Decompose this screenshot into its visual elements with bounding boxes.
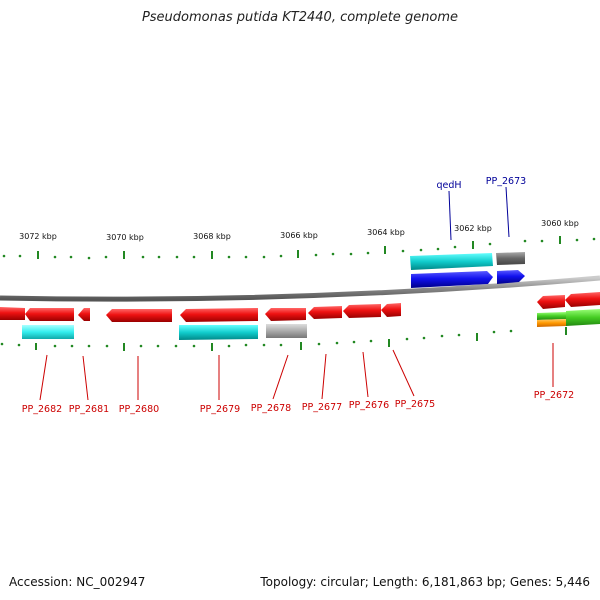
green-feature [566, 309, 600, 326]
green-feature [537, 312, 566, 320]
orange-feature [537, 319, 566, 327]
leader-line-PP_2675 [392, 349, 415, 397]
gray-feature [496, 252, 525, 265]
leader-line-PP_2678 [272, 354, 289, 400]
gene-label: PP_2672 [534, 390, 574, 401]
gene-label: PP_2682 [22, 404, 62, 415]
cyan-feature [22, 325, 74, 339]
gene-qedH [411, 271, 493, 288]
genome-summary-text: Topology: circular; Length: 6,181,863 bp… [260, 575, 590, 589]
lower-scale-dots [0, 329, 513, 348]
gene-PP_2678 [265, 308, 306, 321]
gene-label: qedH [436, 180, 461, 191]
gene-label: PP_2679 [200, 404, 240, 415]
scale-label: 3068 kbp [193, 232, 231, 241]
reverse-features [0, 292, 600, 340]
scale-label: 3066 kbp [280, 231, 318, 240]
cyan-feature [179, 325, 258, 340]
leader-line-PP_2677 [321, 353, 327, 400]
scale-label: 3072 kbp [19, 232, 57, 241]
upper-scale-dots [2, 237, 596, 260]
forward-features [410, 252, 525, 288]
gray-feature [266, 324, 307, 338]
gene-label: PP_2678 [251, 403, 291, 414]
gene-PP_2673 [497, 270, 525, 284]
leader-line-PP_2682 [39, 354, 48, 401]
genome-backbone [0, 275, 600, 302]
gene-right-edge [565, 292, 600, 307]
lower-scale-ticks [35, 327, 567, 351]
leader-line-qedH [448, 190, 452, 241]
scale-label: 3062 kbp [454, 224, 492, 233]
leader-line-PP_2676 [362, 351, 369, 398]
gene-PP_2677 [308, 306, 342, 319]
gene-PP_2675 [381, 303, 401, 317]
gene-label: PP_2677 [302, 402, 342, 413]
gene-PP_2680 [106, 309, 172, 322]
gene-PP_2672 [537, 295, 565, 309]
scale-label: 3060 kbp [541, 219, 579, 228]
gene-label: PP_2676 [349, 400, 389, 411]
leader-line-PP_2673 [505, 186, 510, 238]
scale-label: 3070 kbp [106, 233, 144, 242]
gene-PP_2681 [78, 308, 90, 321]
cyan-feature [410, 253, 493, 270]
scale-label: 3064 kbp [367, 228, 405, 237]
gene-left-edge [0, 307, 25, 320]
leader-line-PP_2681 [82, 355, 89, 401]
gene-label: PP_2673 [486, 176, 526, 187]
accession-text: Accession: NC_002947 [9, 575, 146, 589]
gene-PP_2679 [180, 308, 258, 322]
gene-PP_2676 [343, 304, 381, 318]
upper-scale-ticks [37, 236, 561, 259]
gene-label: PP_2675 [395, 399, 435, 410]
map-title: Pseudomonas putida KT2440, complete geno… [141, 10, 459, 25]
gene-PP_2682 [25, 308, 74, 321]
gene-label: PP_2680 [119, 404, 159, 415]
gene-label: PP_2681 [69, 404, 109, 415]
